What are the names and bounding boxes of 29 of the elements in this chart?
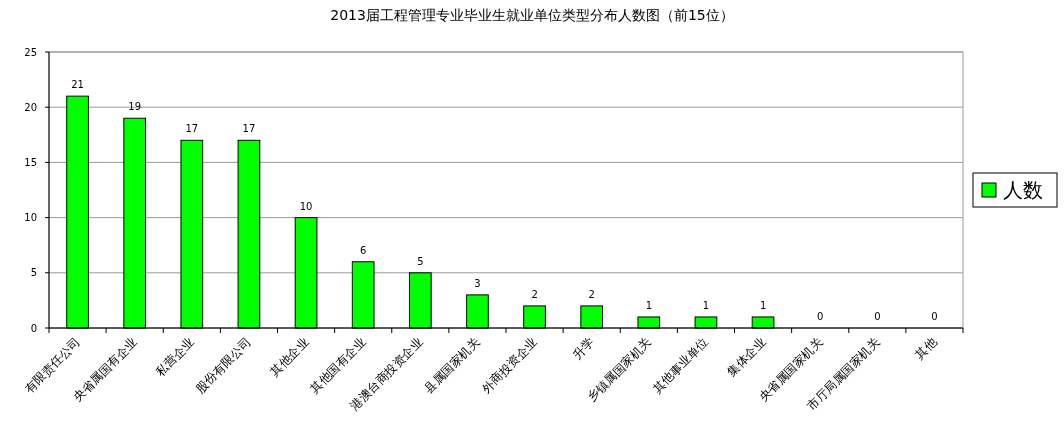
y-tick-label: 5 bbox=[30, 267, 37, 279]
data-label: 1 bbox=[702, 299, 710, 311]
data-label: 5 bbox=[417, 255, 424, 267]
data-label: 2 bbox=[588, 288, 595, 300]
y-tick-label: 15 bbox=[24, 156, 37, 168]
x-tick-label: 私营企业 bbox=[153, 335, 197, 380]
y-tick-label: 20 bbox=[24, 101, 37, 113]
data-label: 19 bbox=[128, 101, 142, 113]
data-label: 0 bbox=[931, 311, 938, 322]
data-label: 21 bbox=[71, 79, 84, 91]
legend-label: 人数 bbox=[1003, 178, 1043, 202]
x-tick-label: 升学 bbox=[569, 335, 597, 363]
x-tick-label: 集体企业 bbox=[724, 335, 769, 380]
x-tick-label: 其他 bbox=[912, 335, 940, 363]
data-label: 10 bbox=[299, 200, 313, 212]
data-label: 0 bbox=[874, 311, 881, 322]
x-tick-label: 其他企业 bbox=[267, 335, 312, 380]
y-tick-label: 0 bbox=[30, 322, 37, 334]
data-label: 1 bbox=[645, 299, 652, 311]
y-tick-label: 25 bbox=[24, 46, 37, 58]
data-label: 2 bbox=[531, 288, 538, 300]
data-label: 17 bbox=[185, 123, 199, 135]
data-label: 3 bbox=[474, 277, 481, 289]
data-label: 6 bbox=[360, 244, 367, 256]
y-tick-label: 10 bbox=[24, 212, 37, 224]
data-label: 1 bbox=[759, 299, 767, 311]
chart-title: 2013届工程管理专业毕业生就业单位类型分布人数图（前15位） bbox=[330, 7, 734, 23]
data-label: 0 bbox=[817, 311, 824, 322]
data-label: 17 bbox=[242, 123, 256, 135]
